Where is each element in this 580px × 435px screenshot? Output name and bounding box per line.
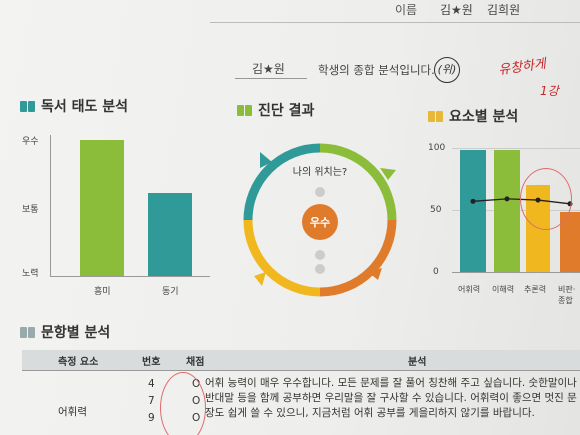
elements-ytick-0: 0 [433,267,439,277]
row-number: 4 [148,378,155,390]
gauge-arrow-green [380,168,396,180]
element-bar-3 [560,212,580,272]
diagnosis-question: 나의 위치는? [292,167,348,178]
items-title-text: 문항별 분석 [41,325,111,341]
th-number: 번호 [142,357,161,368]
reading-ylabel-low: 노력 [22,269,39,279]
reading-section-title: 독서 태도 분석 [20,96,128,116]
book-icon [237,104,252,116]
reading-ylabel-high: 우수 [22,137,39,147]
elements-section-title: 요소별 분석 [428,106,518,126]
name-value: 김★원 [440,3,473,17]
diagnosis-result: 우수 [309,216,331,229]
circled-mark: (위) [434,57,460,83]
book-icon [20,100,35,112]
row-analysis-text: 어휘 능력이 매우 우수합니다. 모든 문제를 잘 풀어 칭찬해 주고 싶습니다… [205,377,577,419]
elements-ytick-50: 50 [430,205,442,215]
reading-y-axis [50,135,51,276]
student-name: 김★원 [252,62,285,76]
elements-ytick-100: 100 [428,143,446,153]
reading-x-axis [50,276,210,277]
reading-bar-1 [148,192,192,276]
gauge-arc-green [319,143,397,221]
red-handwritten-note-2: 1강 [540,84,559,98]
trend-point [470,198,476,204]
header-line [210,0,580,23]
element-xlabel: 비판·종합 [558,285,576,305]
reading-xlabel: 흥미 [94,287,111,297]
red-handwritten-circle [520,168,572,230]
th-element: 측정 요소 [58,357,99,368]
diagnosis-title-text: 진단 결과 [258,103,315,119]
red-handwritten-circle [160,372,206,435]
book-icon [428,110,443,122]
th-analysis: 분석 [408,357,427,368]
gauge-arc-orange [319,219,397,297]
reading-xlabel: 동기 [162,287,179,297]
student-name-underline [235,78,307,79]
element-xlabel: 추론력 [524,285,547,294]
table-header-bg [22,350,580,370]
gauge-arc-yellow [243,219,321,297]
gauge-arrow-yellow [254,272,266,286]
elements-x-axis [452,272,580,273]
handwritten-signature: 김희원 [487,3,521,17]
red-handwritten-note: 유창하게 [497,56,547,79]
element-xlabel: 어휘력 [458,285,481,294]
th-score: 채점 [186,357,205,368]
gauge-dot [315,264,325,274]
gauge-dot [315,187,325,197]
table-divider [22,370,580,371]
trend-point [504,196,510,202]
row-number: 7 [148,395,155,407]
gauge-arc-teal [243,143,321,221]
row-element: 어휘력 [58,406,87,418]
gauge-dot [315,250,325,260]
gauge-arrow-orange [368,268,382,280]
diagnosis-gauge [243,143,397,297]
reading-ylabel-mid: 보통 [22,205,39,215]
items-section-title: 문항별 분석 [20,322,110,342]
reading-title-text: 독서 태도 분석 [41,99,129,115]
row-number: 9 [148,412,155,424]
book-icon [20,326,35,338]
element-bar-1 [494,150,520,272]
reading-bar-0 [80,140,124,276]
gridline [452,148,580,149]
element-xlabel: 이해력 [492,285,515,294]
diagnosis-section-title: 진단 결과 [237,100,314,120]
element-bar-0 [460,150,486,272]
student-summary-text: 학생의 종합 분석입니다. [318,63,435,77]
name-label: 이름 [395,3,418,17]
gauge-arrow-teal [260,152,272,168]
elements-title-text: 요소별 분석 [449,109,519,125]
gauge-result-circle [302,204,338,240]
